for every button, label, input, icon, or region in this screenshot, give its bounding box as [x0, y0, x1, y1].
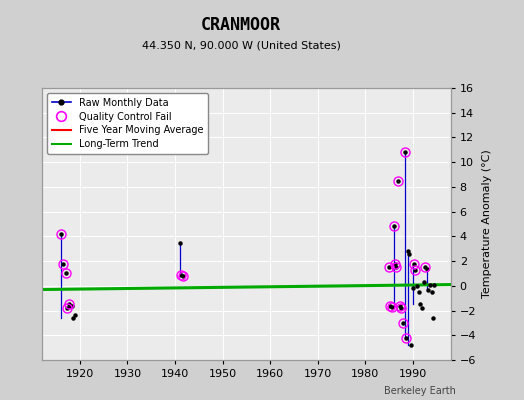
- Text: Berkeley Earth: Berkeley Earth: [384, 386, 456, 396]
- Text: CRANMOOR: CRANMOOR: [201, 16, 281, 34]
- Text: 44.350 N, 90.000 W (United States): 44.350 N, 90.000 W (United States): [141, 40, 341, 50]
- Legend: Raw Monthly Data, Quality Control Fail, Five Year Moving Average, Long-Term Tren: Raw Monthly Data, Quality Control Fail, …: [47, 93, 208, 154]
- Y-axis label: Temperature Anomaly (°C): Temperature Anomaly (°C): [482, 150, 492, 298]
